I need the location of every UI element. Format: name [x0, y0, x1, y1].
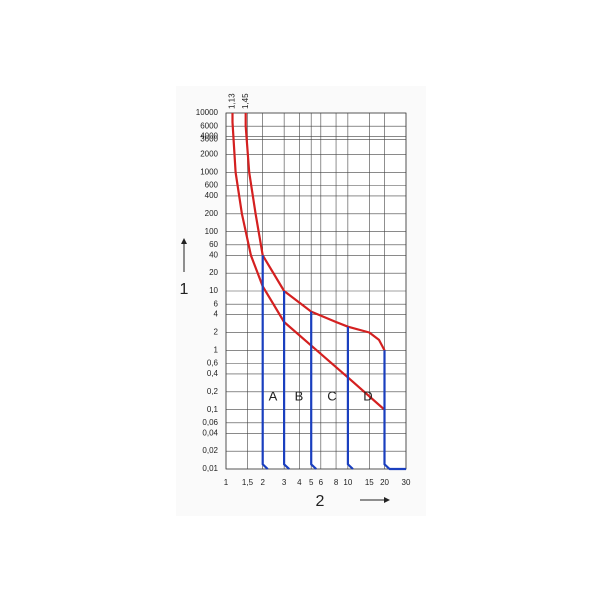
- curve: [244, 113, 386, 351]
- curve: [346, 326, 354, 470]
- y-tick-label: 3600: [200, 134, 218, 143]
- y-tick-label: 4000: [200, 132, 218, 141]
- y-arrow-head: [181, 238, 187, 244]
- y-tick-label: 6000: [200, 121, 218, 130]
- y-tick-label: 100: [205, 227, 219, 236]
- x-tick-label: 4: [297, 478, 302, 487]
- x-tick-label: 10: [343, 478, 352, 487]
- y-tick-label: 10: [209, 286, 218, 295]
- curve-label: A: [269, 388, 278, 403]
- y-tick-label: 40: [209, 250, 218, 259]
- y-tick-label: 1: [214, 345, 219, 354]
- curve-label: D: [363, 388, 372, 403]
- y-tick-label: 60: [209, 240, 218, 249]
- curve-label: C: [327, 388, 336, 403]
- x-tick-label: 2: [260, 478, 265, 487]
- x-tick-label: 8: [334, 478, 339, 487]
- y-tick-label: 0,04: [202, 428, 218, 437]
- y-tick-label: 0,2: [207, 387, 219, 396]
- x-tick-label: 5: [309, 478, 314, 487]
- x-tick-label: 3: [282, 478, 287, 487]
- x-tick-label: 1,5: [242, 478, 254, 487]
- y-tick-label: 10000: [196, 108, 219, 117]
- x-tick-label: 1: [224, 478, 229, 487]
- y-tick-label: 0,4: [207, 369, 219, 378]
- y-tick-label: 20: [209, 268, 218, 277]
- curve: [261, 255, 269, 470]
- y-tick-label: 1000: [200, 167, 218, 176]
- y-axis-title: 1: [180, 281, 189, 298]
- x-tick-label: 15: [365, 478, 374, 487]
- y-tick-label: 2000: [200, 150, 218, 159]
- x-tick-label: 6: [319, 478, 324, 487]
- curve: [283, 291, 290, 470]
- top-tick-label: 1,45: [241, 93, 250, 109]
- y-tick-label: 400: [205, 191, 219, 200]
- curve: [310, 311, 317, 470]
- y-tick-label: 0,6: [207, 359, 219, 368]
- curve: [383, 350, 406, 471]
- x-tick-label: 30: [402, 478, 411, 487]
- y-tick-label: 6: [214, 299, 219, 308]
- x-axis-title: 2: [316, 493, 325, 510]
- y-tick-label: 2: [214, 328, 219, 337]
- x-arrow-head: [384, 497, 390, 503]
- y-tick-label: 0,06: [202, 418, 218, 427]
- y-tick-label: 0,01: [202, 464, 218, 473]
- curve: [231, 113, 386, 411]
- top-tick-label: 1,13: [228, 93, 237, 109]
- curve-label: B: [295, 388, 304, 403]
- y-tick-label: 0,1: [207, 405, 219, 414]
- y-tick-label: 200: [205, 209, 219, 218]
- y-tick-label: 600: [205, 181, 219, 190]
- y-tick-label: 0,02: [202, 446, 218, 455]
- y-tick-label: 4: [214, 310, 219, 319]
- x-tick-label: 20: [380, 478, 389, 487]
